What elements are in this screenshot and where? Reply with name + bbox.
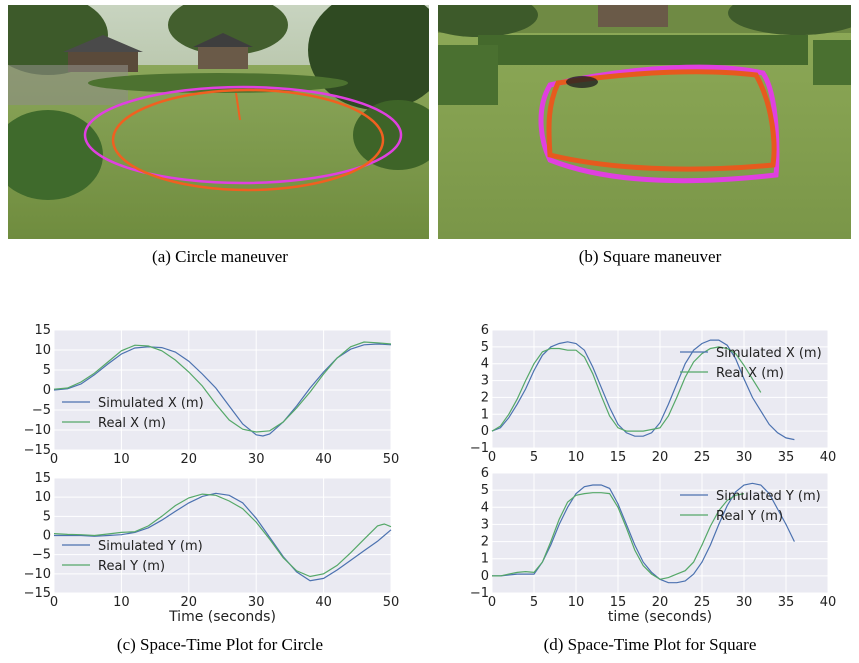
x-tick-label: 30 <box>736 450 753 465</box>
x-tick-label: 35 <box>778 450 795 465</box>
chart-c-top: 0 10 20 30 40 50 −15 −10 −5 0 5 10 15 Simulated X (m)… <box>24 323 400 467</box>
y-tick-label: 10 <box>34 343 51 358</box>
x-tick-label: 10 <box>568 595 585 610</box>
y-tick-label: 0 <box>481 424 489 439</box>
x-tick-label: 30 <box>248 595 265 610</box>
caption-c: (c) Space-Time Plot for Circle <box>116 635 324 654</box>
x-tick-label: 50 <box>383 452 400 467</box>
y-tick-label: 4 <box>481 500 489 515</box>
x-tick-label: 20 <box>181 452 198 467</box>
legend-label: Real Y (m) <box>98 559 165 574</box>
x-tick-label: 10 <box>113 452 130 467</box>
x-axis-label: time (seconds) <box>608 609 712 625</box>
circle-maneuver-scene <box>8 5 429 239</box>
y-tick-label: 15 <box>34 471 51 486</box>
y-tick-label: −5 <box>32 548 51 563</box>
series-line-simulated <box>491 339 795 441</box>
y-tick-label: 1 <box>481 552 489 567</box>
y-tick-label: 0 <box>43 383 51 398</box>
y-tick-label: 6 <box>481 323 489 338</box>
y-tick-label: 2 <box>481 535 489 550</box>
y-tick-label: 5 <box>43 363 51 378</box>
y-tick-label: −15 <box>24 443 51 458</box>
x-tick-label: 40 <box>820 595 837 610</box>
legend-label: Simulated X (m) <box>98 396 204 411</box>
x-tick-label: 25 <box>694 595 711 610</box>
x-tick-label: 5 <box>530 595 538 610</box>
y-tick-label: 15 <box>34 323 51 338</box>
x-tick-label: 20 <box>652 450 669 465</box>
x-tick-label: 0 <box>50 452 58 467</box>
y-tick-label: −1 <box>470 441 489 456</box>
y-tick-label: 0 <box>43 529 51 544</box>
x-tick-label: 20 <box>181 595 198 610</box>
legend-label: Simulated Y (m) <box>716 489 821 504</box>
x-tick-label: 5 <box>530 450 538 465</box>
real-track <box>546 69 777 172</box>
x-tick-label: 40 <box>315 452 332 467</box>
y-tick-label: 5 <box>481 340 489 355</box>
chart-c-bottom: 0 10 20 30 40 50 −15 −10 −5 0 5 10 15 Simulated Y (m)… <box>24 471 400 625</box>
square-maneuver-photo <box>438 5 851 239</box>
y-tick-label: −5 <box>32 403 51 418</box>
x-tick-label: 30 <box>736 595 753 610</box>
x-tick-label: 15 <box>610 595 627 610</box>
x-tick-label: 40 <box>820 450 837 465</box>
simulated-track <box>83 85 403 185</box>
x-tick-label: 10 <box>568 450 585 465</box>
caption-a: (a) Circle maneuver <box>152 247 288 266</box>
legend-label: Real X (m) <box>716 366 784 381</box>
x-tick-label: 20 <box>652 595 669 610</box>
x-tick-label: 0 <box>488 450 496 465</box>
y-tick-label: 5 <box>43 509 51 524</box>
x-tick-label: 0 <box>488 595 496 610</box>
x-tick-label: 25 <box>694 450 711 465</box>
drone-icon <box>566 76 598 88</box>
y-tick-label: 2 <box>481 390 489 405</box>
caption-b: (b) Square maneuver <box>578 247 722 266</box>
y-tick-label: −15 <box>24 586 51 601</box>
x-tick-label: 40 <box>315 595 332 610</box>
y-tick-label: 1 <box>481 407 489 422</box>
series-line-real <box>492 492 745 580</box>
x-tick-label: 50 <box>383 595 400 610</box>
y-tick-label: 4 <box>481 357 489 372</box>
series-line-real <box>491 346 762 432</box>
y-tick-label: 3 <box>481 517 489 532</box>
real-track <box>111 88 385 192</box>
x-tick-label: 10 <box>113 595 130 610</box>
y-tick-label: 3 <box>481 374 489 389</box>
x-axis-label: Time (seconds) <box>168 609 276 625</box>
y-tick-label: 5 <box>481 483 489 498</box>
simulated-track <box>538 64 780 184</box>
series-line-real <box>53 493 392 578</box>
y-tick-label: −10 <box>24 423 51 438</box>
y-tick-label: −1 <box>470 586 489 601</box>
caption-d: (d) Space-Time Plot for Square <box>543 635 757 654</box>
series-line-simulated <box>54 492 392 582</box>
x-tick-label: 0 <box>50 595 58 610</box>
x-tick-label: 15 <box>610 450 627 465</box>
legend-label: Real Y (m) <box>716 509 783 524</box>
circle-maneuver-photo <box>8 5 429 239</box>
x-tick-label: 30 <box>248 452 265 467</box>
y-tick-label: −10 <box>24 567 51 582</box>
legend-label: Real X (m) <box>98 416 166 431</box>
square-maneuver-scene <box>438 5 851 239</box>
legend-label: Simulated Y (m) <box>98 539 203 554</box>
y-tick-label: 10 <box>34 490 51 505</box>
y-tick-label: 0 <box>481 569 489 584</box>
x-tick-label: 35 <box>778 595 795 610</box>
legend-label: Simulated X (m) <box>716 346 822 361</box>
y-tick-label: 6 <box>481 466 489 481</box>
series-line-real <box>53 341 392 433</box>
